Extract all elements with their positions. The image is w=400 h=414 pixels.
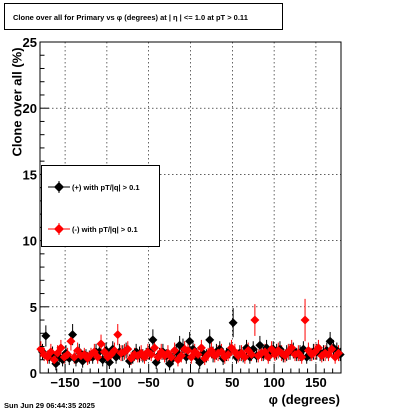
marker-plus [228,318,238,328]
marker-minus [113,330,123,340]
marker-minus [176,351,186,361]
marker-minus [183,345,193,355]
marker-minus [240,352,250,362]
legend-marker-minus [48,223,70,235]
marker-minus [196,343,206,353]
marker-minus [223,349,233,359]
marker-minus [313,343,323,353]
marker-minus [66,336,76,346]
marker-plus [148,335,158,345]
legend: (+) with pT/|q| > 0.1 (-) with pT/|q| > … [41,165,160,247]
chart-title-box: Clone over all for Primary vs φ (degrees… [4,3,283,30]
y-tick-label: 5 [30,300,37,315]
marker-minus [46,347,56,357]
y-tick-label: 0 [30,366,37,381]
legend-label-plus: (+) with pT/|q| > 0.1 [72,183,140,192]
marker-minus [193,349,203,359]
data-markers [36,315,345,369]
x-tick-label: −50 [138,375,160,390]
marker-minus [49,355,59,365]
chart-title: Clone over all for Primary vs φ (degrees… [13,13,248,22]
marker-minus [247,349,257,359]
legend-label-minus: (-) with pT/|q| > 0.1 [72,225,138,234]
x-tick-label: −100 [92,375,121,390]
marker-plus [255,340,265,350]
y-tick-label: 25 [23,35,37,50]
x-tick-label: 100 [263,375,285,390]
marker-plus [68,330,78,340]
marker-plus [205,335,215,345]
marker-minus [56,343,66,353]
x-tick-label: 50 [225,375,239,390]
x-tick-label: −150 [50,375,79,390]
marker-minus [96,339,106,349]
x-tick-label: 150 [305,375,327,390]
marker-plus [325,336,335,346]
y-tick-label: 15 [23,167,37,182]
marker-minus [250,315,260,325]
marker-minus [170,345,180,355]
marker-minus [150,343,160,353]
y-axis-label: Clone over all (%) [9,47,25,157]
marker-minus [263,352,273,362]
marker-plus [185,336,195,346]
timestamp: Sun Jun 29 06:44:35 2025 [4,401,95,410]
y-tick-label: 10 [23,234,37,249]
y-tick-label: 20 [23,101,37,116]
marker-minus [327,344,337,354]
marker-minus [109,345,119,355]
marker-minus [63,349,73,359]
marker-minus [146,349,156,359]
legend-marker-plus [48,181,70,193]
x-tick-label: 0 [187,375,194,390]
marker-minus [287,343,297,353]
marker-minus [333,348,343,358]
tick-labels: −150 −100 −50 0 50 100 150 0 5 10 15 20 25 [23,35,327,390]
marker-minus [93,352,103,362]
marker-minus [297,352,307,362]
x-axis-label: φ (degrees) [268,392,340,407]
marker-minus [69,352,79,362]
marker-minus [123,344,133,354]
marker-minus [300,315,310,325]
marker-minus [166,352,176,362]
